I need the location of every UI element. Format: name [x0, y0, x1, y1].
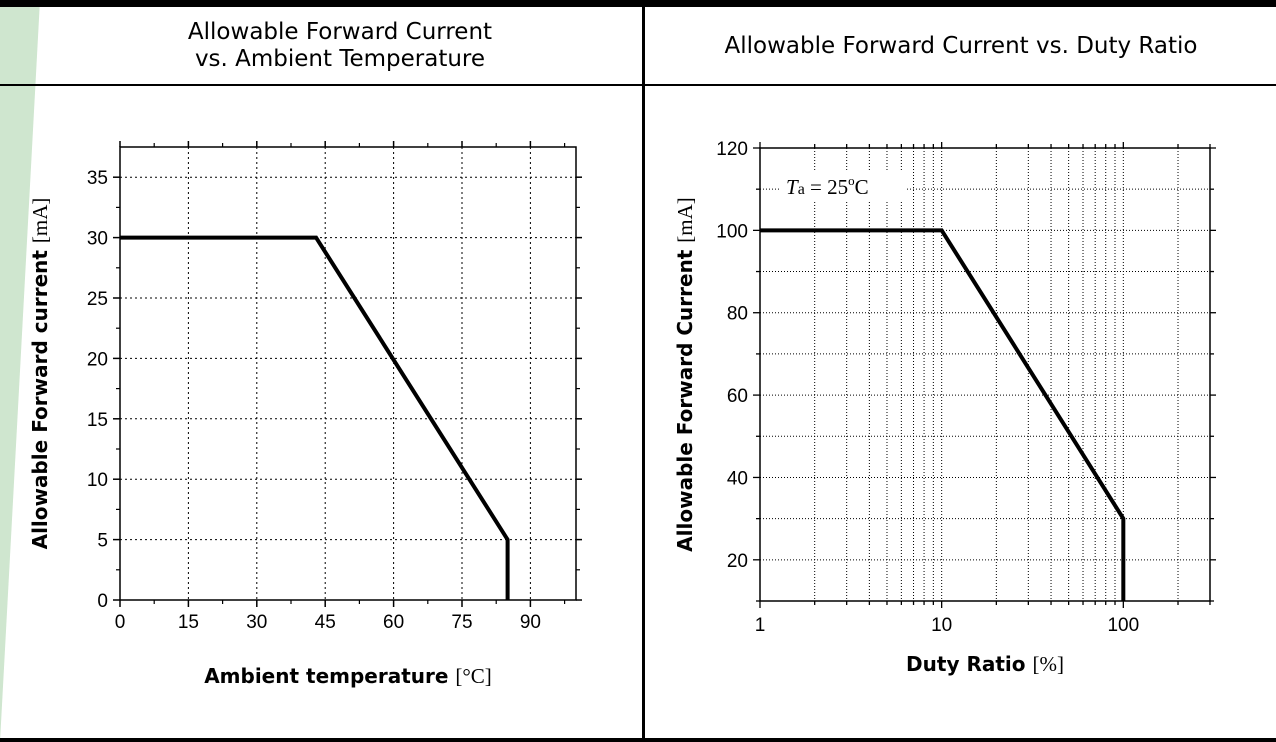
column-divider	[642, 7, 645, 738]
duty-y-axis-label: Allowable Forward Current [mA]	[673, 197, 697, 552]
duty-plot-frame	[759, 147, 1211, 602]
annotation-unit: C	[855, 175, 869, 199]
annotation-degree: o	[848, 173, 855, 188]
duty-x-axis-label: Duty Ratio [%]	[906, 652, 1064, 676]
temp-x-tick-label: 15	[178, 612, 199, 633]
header-left-line2: vs. Ambient Temperature	[194, 46, 486, 72]
duty-series-line	[760, 228, 1126, 601]
duty-y-label-text: Allowable Forward Current	[673, 243, 697, 552]
annotation-value: = 25	[805, 175, 848, 199]
temperature-series-line	[120, 235, 510, 600]
duty-x-label-text: Duty Ratio	[906, 652, 1032, 676]
temp-y-tick-label: 10	[87, 470, 108, 491]
temperature-x-axis-label: Ambient temperature [°C]	[204, 664, 492, 688]
temperature-plot-frame	[119, 146, 577, 601]
duty-annotation-background	[780, 170, 906, 200]
bottom-rule	[0, 738, 1276, 742]
duty-x-tick-label: 10	[931, 615, 952, 636]
duty-y-unit: [mA]	[673, 197, 697, 243]
temperature-x-label-text: Ambient temperature	[204, 664, 455, 688]
duty-tick-labels: 1 10 100 20 40 60 80 100 120	[716, 139, 1139, 636]
temperature-tick-labels: 0 15 30 45 60 75 90 0 5 10 15 20 25 30 35	[87, 168, 541, 633]
header-right: Allowable Forward Current vs. Duty Ratio	[646, 10, 1276, 82]
duty-x-tick-label: 1	[755, 615, 766, 636]
temp-y-tick-label: 35	[87, 168, 108, 189]
temp-x-tick-label: 0	[115, 612, 126, 633]
temp-x-tick-label: 60	[383, 612, 404, 633]
duty-y-tick-label: 80	[727, 304, 748, 325]
temperature-grid	[120, 147, 576, 600]
duty-y-tick-label: 20	[727, 551, 748, 572]
temperature-y-label-text: Allowable Forward current	[28, 243, 52, 549]
header-left: Allowable Forward Current vs. Ambient Te…	[40, 10, 640, 82]
temp-x-tick-label: 75	[451, 612, 472, 633]
duty-ticks	[753, 142, 1216, 608]
duty-y-tick-label: 100	[716, 221, 748, 242]
temp-y-tick-label: 20	[87, 349, 108, 370]
header-left-line1: Allowable Forward Current	[187, 19, 493, 45]
temp-y-tick-label: 30	[87, 229, 108, 250]
temp-y-tick-label: 15	[87, 410, 108, 431]
top-rule	[0, 0, 1276, 7]
duty-y-tick-label: 120	[716, 139, 748, 160]
duty-y-tick-label: 40	[727, 468, 748, 489]
duty-x-tick-label: 100	[1107, 615, 1139, 636]
duty-y-tick-label: 60	[727, 386, 748, 407]
duty-annotation: Ta = 25oC	[786, 173, 869, 199]
temperature-y-unit: [mA]	[28, 198, 52, 244]
header-rule	[0, 84, 1276, 86]
temp-y-tick-label: 25	[87, 289, 108, 310]
green-accent-band	[0, 0, 40, 742]
temp-x-tick-label: 90	[520, 612, 541, 633]
duty-x-unit: [%]	[1032, 652, 1063, 676]
temperature-ticks	[113, 141, 582, 607]
temp-y-tick-label: 0	[97, 591, 108, 612]
annotation-symbol: T	[786, 175, 799, 199]
accent-shape	[0, 0, 40, 742]
annotation-subscript: a	[798, 181, 805, 198]
temperature-y-axis-label: Allowable Forward current [mA]	[28, 198, 52, 550]
temp-x-tick-label: 30	[246, 612, 267, 633]
temp-x-tick-label: 45	[315, 612, 336, 633]
temp-y-tick-label: 5	[97, 531, 108, 552]
temperature-x-unit: [°C]	[455, 664, 491, 688]
duty-grid	[760, 148, 1211, 601]
header-right-title: Allowable Forward Current vs. Duty Ratio	[724, 32, 1198, 59]
